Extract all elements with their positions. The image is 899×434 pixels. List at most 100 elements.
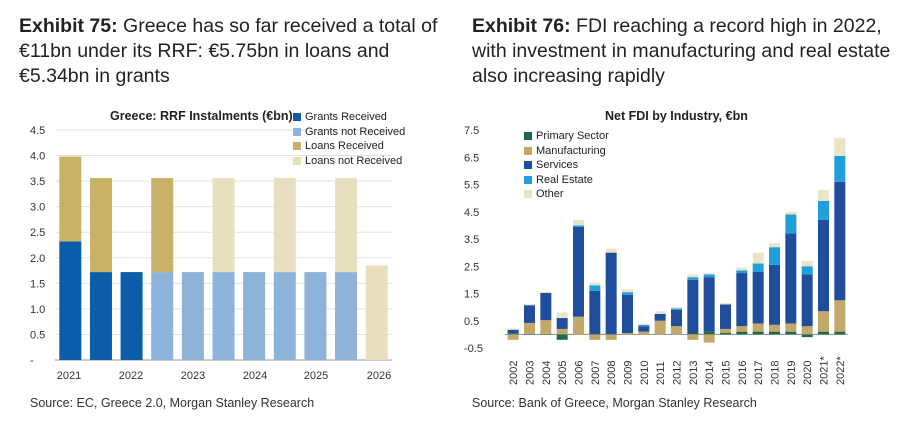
y-tick-label: - bbox=[30, 355, 34, 367]
bar-real-estate-2012 bbox=[671, 308, 682, 310]
legend-swatch bbox=[524, 132, 532, 141]
bar-grants-not-received-7 bbox=[243, 272, 266, 360]
bar-real-estate-2007 bbox=[589, 285, 601, 291]
legend-swatch bbox=[524, 190, 532, 199]
y-tick-label: 2.5 bbox=[464, 261, 479, 273]
legend-item-loans-not-received: Loans not Received bbox=[293, 154, 405, 169]
x-tick-label: 2021* bbox=[819, 356, 831, 385]
legend-swatch bbox=[524, 175, 532, 184]
legend-item-other: Other bbox=[524, 187, 609, 202]
exhibit-76-headline: Exhibit 76: FDI reaching a record high i… bbox=[472, 14, 892, 89]
y-tick-label: 7.5 bbox=[464, 125, 479, 137]
bar-primary-sector-2018 bbox=[769, 331, 780, 335]
bar-loans-received-2 bbox=[89, 178, 112, 273]
y-tick-label: 3.0 bbox=[30, 202, 45, 214]
bar-primary-sector-2003 bbox=[524, 333, 535, 335]
bar-manufacturing-2007 bbox=[589, 334, 601, 340]
legend-label: Primary Sector bbox=[536, 130, 609, 142]
legend-label: Services bbox=[536, 159, 579, 171]
bar-loans-not-received-6 bbox=[212, 178, 235, 273]
bar-other-2004 bbox=[540, 291, 552, 293]
bar-other-2022 bbox=[834, 138, 846, 156]
bar-real-estate-2018 bbox=[769, 247, 780, 265]
bar-manufacturing-2006 bbox=[573, 316, 584, 335]
bar-grants-not-received-6 bbox=[212, 272, 235, 360]
bar-primary-sector-2014 bbox=[703, 331, 715, 335]
bar-grants-not-received-5 bbox=[181, 272, 204, 360]
bar-primary-sector-2013 bbox=[687, 333, 699, 335]
bar-services-2019 bbox=[785, 233, 797, 324]
bar-manufacturing-2020 bbox=[801, 326, 813, 335]
bar-primary-sector-2016 bbox=[736, 331, 748, 335]
bar-other-2020 bbox=[801, 260, 813, 267]
bar-manufacturing-2018 bbox=[769, 324, 780, 332]
bar-other-2007 bbox=[589, 282, 601, 286]
x-tick-label: 2023 bbox=[181, 370, 205, 382]
fdi-chart: -0.5 0.5 1.5 2.5 3.5 4.5 5.5 6.5 7.5 2002 2003 2004… bbox=[464, 125, 848, 385]
x-tick-label: 2004 bbox=[541, 361, 553, 385]
bar-services-2003 bbox=[524, 305, 535, 323]
x-tick-label: 2002 bbox=[508, 361, 520, 385]
y-tick-label: 3.5 bbox=[464, 234, 479, 246]
bar-grants-received-1 bbox=[59, 241, 82, 360]
bar-services-2008 bbox=[605, 252, 617, 335]
x-tick-label: 2011 bbox=[655, 361, 667, 385]
x-tick-label: 2022 bbox=[119, 370, 143, 382]
bar-other-2008 bbox=[605, 248, 617, 253]
bar-services-2009 bbox=[622, 294, 633, 334]
bar-other-2016 bbox=[736, 267, 748, 271]
bar-primary-sector-2017 bbox=[752, 331, 764, 335]
bar-services-2021 bbox=[818, 219, 829, 312]
x-tick-label: 2009 bbox=[623, 361, 635, 385]
bar-manufacturing-2016 bbox=[736, 326, 748, 332]
exhibit-75-headline: Exhibit 75: Greece has so far received a… bbox=[19, 14, 439, 89]
x-tick-label: 2007 bbox=[590, 361, 602, 385]
bar-primary-sector-2015 bbox=[720, 333, 731, 335]
bar-real-estate-2010 bbox=[638, 324, 650, 327]
bar-primary-sector-2002 bbox=[507, 333, 519, 335]
legend-item-manufacturing: Manufacturing bbox=[524, 144, 609, 159]
y-tick-label: 3.5 bbox=[30, 176, 45, 188]
bar-services-2015 bbox=[720, 304, 731, 329]
bar-primary-sector-2022 bbox=[834, 331, 846, 335]
bar-primary-sector-2019 bbox=[785, 331, 797, 335]
bar-loans-received-1 bbox=[59, 156, 82, 242]
x-tick-label: 2021 bbox=[57, 370, 81, 382]
bar-loans-not-received-11 bbox=[365, 265, 388, 360]
exhibit-75-headline-text: Greece has so far received a total of €1… bbox=[19, 15, 438, 87]
legend-item-real-estate: Real Estate bbox=[524, 173, 609, 188]
bar-other-2005 bbox=[556, 312, 568, 319]
bar-services-2013 bbox=[687, 279, 699, 334]
bar-services-2017 bbox=[752, 271, 764, 324]
bar-grants-not-received-8 bbox=[273, 272, 296, 360]
bar-services-2004 bbox=[540, 292, 552, 321]
x-tick-label: 2024 bbox=[243, 370, 267, 382]
y-tick-label: 1.5 bbox=[464, 289, 479, 301]
x-tick-label: 2015 bbox=[721, 361, 733, 385]
y-tick-label: -0.5 bbox=[464, 343, 483, 355]
y-tick-label: 0.5 bbox=[30, 329, 45, 341]
bar-other-2013 bbox=[687, 274, 699, 278]
x-tick-label: 2022* bbox=[835, 356, 847, 385]
legend-label: Manufacturing bbox=[536, 144, 606, 157]
y-tick-label: 6.5 bbox=[464, 152, 479, 164]
rrf-chart-title: Greece: RRF Instalments (€bn) bbox=[110, 109, 293, 123]
bar-manufacturing-2011 bbox=[654, 320, 666, 335]
legend-swatch bbox=[524, 146, 532, 155]
bar-other-2018 bbox=[769, 243, 780, 248]
bar-manufacturing-2022 bbox=[834, 300, 846, 332]
bar-manufacturing-2013 bbox=[687, 334, 699, 340]
bar-real-estate-2017 bbox=[752, 263, 764, 272]
bar-services-2006 bbox=[573, 226, 584, 317]
bar-primary-sector-2004 bbox=[540, 333, 552, 335]
bar-manufacturing-2019 bbox=[785, 323, 797, 332]
bar-grants-not-received-10 bbox=[335, 272, 358, 360]
y-tick-label: 0.5 bbox=[464, 316, 479, 328]
y-tick-label: 2.5 bbox=[30, 227, 45, 239]
bar-primary-sector-2021 bbox=[818, 331, 829, 335]
legend-swatch bbox=[293, 113, 301, 122]
exhibit-76: Exhibit 76: FDI reaching a record high i… bbox=[450, 0, 899, 434]
bar-services-2007 bbox=[589, 290, 601, 335]
bar-grants-not-received-4 bbox=[151, 272, 174, 360]
bar-primary-sector-2005 bbox=[556, 334, 568, 340]
